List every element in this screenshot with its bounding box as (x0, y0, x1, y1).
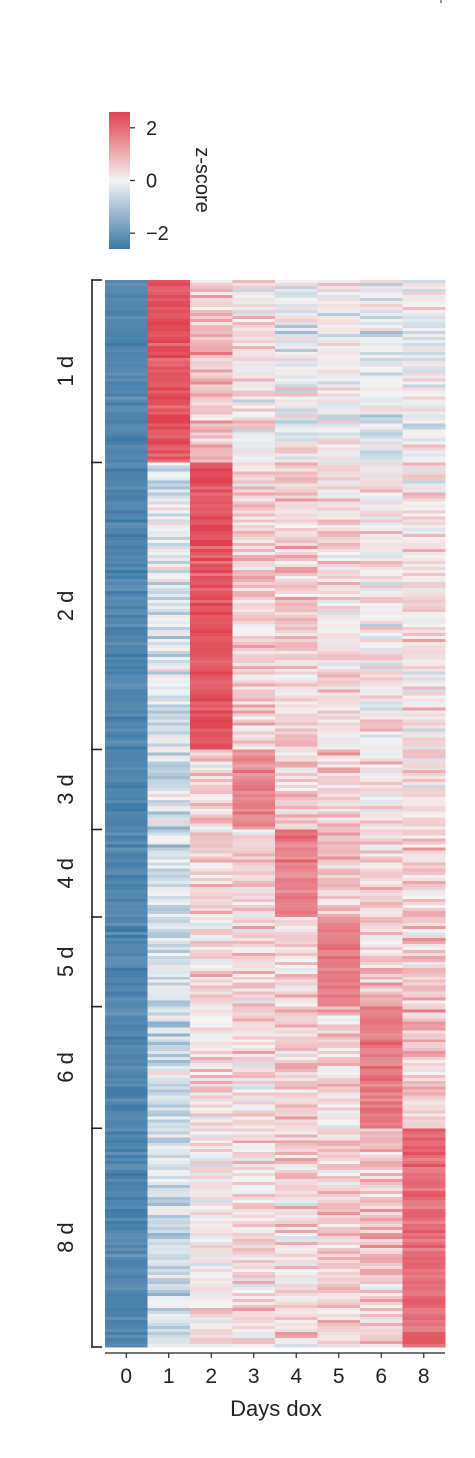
heatmap-body (105, 280, 446, 1348)
x-axis-title: Days dox (230, 1396, 322, 1421)
heatmap-cell (275, 749, 318, 830)
heatmap-cell (190, 1006, 233, 1129)
row-group-block (105, 1128, 446, 1348)
colorbar-gradient (109, 112, 130, 249)
x-tick-label: 5 (333, 1365, 345, 1388)
heatmap-cell (402, 749, 446, 830)
heatmap-cell (402, 462, 446, 750)
heatmap-cell (232, 916, 276, 1007)
heatmap-cell (190, 916, 233, 1007)
heatmap-cell (402, 1128, 446, 1348)
row-group-label: 8 d (53, 1222, 78, 1253)
row-group-label: 2 d (53, 591, 78, 622)
heatmap-cell (360, 1128, 403, 1348)
colorbar-ticks: 2 0 −2 (130, 118, 169, 245)
heatmap-cell (317, 1006, 361, 1129)
heatmap-cell (402, 916, 446, 1007)
heatmap-cell (190, 829, 233, 918)
heatmap-cell (232, 280, 276, 463)
heatmap-cell (105, 1006, 148, 1129)
heatmap-cell (105, 1128, 148, 1348)
row-group-block (105, 1006, 446, 1129)
row-group-label: 1 d (53, 356, 78, 387)
heatmap-cell (232, 749, 276, 830)
heatmap-cell (317, 280, 361, 463)
heatmap-cell (317, 749, 361, 830)
heatmap-cell (360, 1006, 403, 1129)
heatmap-cell (147, 829, 191, 918)
heatmap-cell (105, 280, 148, 463)
row-group-block (105, 280, 446, 463)
row-group-axis: 1 d 2 d 3 d 4 d 5 d 6 d 8 d (53, 279, 102, 1348)
x-axis: 0 1 2 3 4 5 6 8 (105, 1352, 445, 1388)
heatmap-cell (317, 916, 361, 1007)
x-tick-label: 6 (375, 1365, 387, 1388)
heatmap-cell (402, 829, 446, 918)
heatmap-cell (105, 916, 148, 1007)
colorbar: 2 0 −2 z-score (109, 112, 213, 249)
x-tick-label: 1 (163, 1365, 175, 1388)
row-group-label: 3 d (53, 774, 78, 805)
heatmap-cell (190, 462, 233, 750)
heatmap-cell (402, 280, 446, 463)
colorbar-tick-label: −2 (146, 223, 169, 245)
heatmap-cell (105, 462, 148, 750)
colorbar-tick-label: 2 (146, 118, 157, 140)
heatmap-cell (232, 462, 276, 750)
heatmap-cell (360, 829, 403, 918)
row-group-label: 4 d (53, 858, 78, 889)
heatmap-cell (317, 1128, 361, 1348)
x-tick-label: 4 (290, 1365, 302, 1388)
heatmap-cell (232, 1006, 276, 1129)
heatmap-cell (317, 829, 361, 918)
heatmap-cell (360, 749, 403, 830)
heatmap-cell (147, 1006, 191, 1129)
heatmap-cell (190, 280, 233, 463)
colorbar-title: z-score (191, 147, 213, 213)
heatmap-cell (360, 916, 403, 1007)
heatmap-cell (360, 462, 403, 750)
row-group-block (105, 916, 446, 1007)
heatmap-cell (147, 1128, 191, 1348)
heatmap-cell (317, 462, 361, 750)
row-group-label: 6 d (53, 1052, 78, 1083)
x-tick-label: 0 (120, 1365, 132, 1388)
corner-mark (440, 0, 442, 3)
heatmap-cell (275, 916, 318, 1007)
heatmap-cell (147, 280, 191, 463)
x-tick-label: 8 (418, 1365, 430, 1388)
colorbar-tick-label: 0 (146, 171, 157, 193)
x-tick-label: 3 (248, 1365, 260, 1388)
heatmap-cell (360, 280, 403, 463)
x-tick-label: 2 (205, 1365, 217, 1388)
heatmap-cell (147, 916, 191, 1007)
heatmap-cell (147, 749, 191, 830)
heatmap-cell (105, 829, 148, 918)
row-group-block (105, 462, 446, 750)
heatmap-cell (232, 1128, 276, 1348)
row-group-label: 5 d (53, 947, 78, 978)
heatmap-cell (275, 280, 318, 463)
heatmap-cell (232, 829, 276, 918)
row-group-block (105, 829, 446, 918)
heatmap-cell (190, 1128, 233, 1348)
heatmap-cell (275, 1128, 318, 1348)
heatmap-cell (190, 749, 233, 830)
heatmap-cell (105, 749, 148, 830)
heatmap-cell (275, 1006, 318, 1129)
heatmap-cell (275, 829, 318, 918)
heatmap-cell (402, 1006, 446, 1129)
heatmap-cell (147, 462, 191, 750)
heatmap-cell (275, 462, 318, 750)
row-group-block (105, 749, 446, 830)
